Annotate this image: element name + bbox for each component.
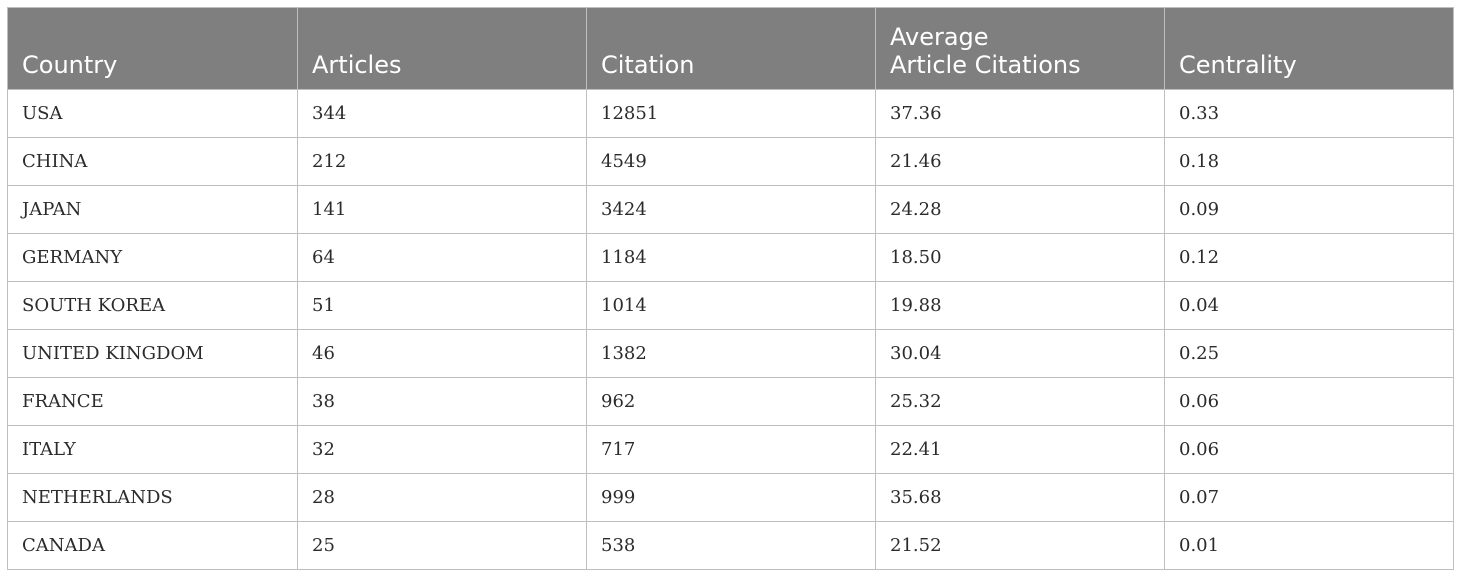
cell-country: NETHERLANDS — [7, 473, 298, 522]
table-row: NETHERLANDS 28 999 35.68 0.07 — [7, 473, 1454, 522]
cell-average-citations: 37.36 — [875, 89, 1165, 138]
cell-citation: 1382 — [586, 329, 876, 378]
table-body: USA 344 12851 37.36 0.33 CHINA 212 4549 … — [7, 89, 1454, 570]
cell-average-citations: 21.46 — [875, 137, 1165, 186]
cell-average-citations: 24.28 — [875, 185, 1165, 234]
cell-centrality: 0.33 — [1164, 89, 1454, 138]
cell-citation: 3424 — [586, 185, 876, 234]
cell-centrality: 0.18 — [1164, 137, 1454, 186]
cell-country: JAPAN — [7, 185, 298, 234]
cell-citation: 717 — [586, 425, 876, 474]
cell-average-citations: 22.41 — [875, 425, 1165, 474]
cell-country: CHINA — [7, 137, 298, 186]
table-row: JAPAN 141 3424 24.28 0.09 — [7, 185, 1454, 234]
cell-articles: 25 — [297, 521, 587, 570]
cell-citation: 1184 — [586, 233, 876, 282]
cell-average-citations: 18.50 — [875, 233, 1165, 282]
cell-country: USA — [7, 89, 298, 138]
header-country: Country — [7, 7, 298, 90]
cell-articles: 46 — [297, 329, 587, 378]
header-citation: Citation — [586, 7, 876, 90]
cell-centrality: 0.07 — [1164, 473, 1454, 522]
country-table: Country Articles Citation Average Articl… — [7, 7, 1454, 570]
cell-articles: 344 — [297, 89, 587, 138]
cell-citation: 999 — [586, 473, 876, 522]
cell-country: SOUTH KOREA — [7, 281, 298, 330]
header-centrality-text: Centrality — [1179, 51, 1297, 79]
table-row: GERMANY 64 1184 18.50 0.12 — [7, 233, 1454, 282]
table-row: ITALY 32 717 22.41 0.06 — [7, 425, 1454, 474]
cell-articles: 32 — [297, 425, 587, 474]
cell-citation: 962 — [586, 377, 876, 426]
header-country-text: Country — [22, 51, 118, 79]
cell-country: FRANCE — [7, 377, 298, 426]
header-citation-text: Citation — [601, 51, 695, 79]
cell-citation: 12851 — [586, 89, 876, 138]
cell-centrality: 0.09 — [1164, 185, 1454, 234]
cell-citation: 1014 — [586, 281, 876, 330]
cell-country: ITALY — [7, 425, 298, 474]
table-row: FRANCE 38 962 25.32 0.06 — [7, 377, 1454, 426]
cell-articles: 141 — [297, 185, 587, 234]
cell-average-citations: 35.68 — [875, 473, 1165, 522]
header-average-line2: Article Citations — [890, 51, 1081, 79]
table-row: USA 344 12851 37.36 0.33 — [7, 89, 1454, 138]
table-row: UNITED KINGDOM 46 1382 30.04 0.25 — [7, 329, 1454, 378]
cell-centrality: 0.12 — [1164, 233, 1454, 282]
table-row: SOUTH KOREA 51 1014 19.88 0.04 — [7, 281, 1454, 330]
header-centrality: Centrality — [1164, 7, 1454, 90]
cell-average-citations: 30.04 — [875, 329, 1165, 378]
table-row: CANADA 25 538 21.52 0.01 — [7, 521, 1454, 570]
cell-articles: 212 — [297, 137, 587, 186]
header-articles: Articles — [297, 7, 587, 90]
cell-articles: 51 — [297, 281, 587, 330]
cell-citation: 538 — [586, 521, 876, 570]
cell-country: UNITED KINGDOM — [7, 329, 298, 378]
header-average-article-citations: Average Article Citations — [875, 7, 1165, 90]
cell-centrality: 0.06 — [1164, 377, 1454, 426]
cell-average-citations: 19.88 — [875, 281, 1165, 330]
cell-centrality: 0.04 — [1164, 281, 1454, 330]
cell-country: GERMANY — [7, 233, 298, 282]
cell-centrality: 0.01 — [1164, 521, 1454, 570]
cell-citation: 4549 — [586, 137, 876, 186]
header-average-line1: Average — [890, 23, 989, 51]
country-table-container: Country Articles Citation Average Articl… — [7, 7, 1454, 572]
cell-articles: 38 — [297, 377, 587, 426]
cell-articles: 64 — [297, 233, 587, 282]
header-row: Country Articles Citation Average Articl… — [7, 7, 1454, 90]
cell-country: CANADA — [7, 521, 298, 570]
table-header: Country Articles Citation Average Articl… — [7, 7, 1454, 90]
header-articles-text: Articles — [312, 51, 402, 79]
cell-average-citations: 25.32 — [875, 377, 1165, 426]
cell-articles: 28 — [297, 473, 587, 522]
table-row: CHINA 212 4549 21.46 0.18 — [7, 137, 1454, 186]
cell-centrality: 0.25 — [1164, 329, 1454, 378]
cell-average-citations: 21.52 — [875, 521, 1165, 570]
cell-centrality: 0.06 — [1164, 425, 1454, 474]
